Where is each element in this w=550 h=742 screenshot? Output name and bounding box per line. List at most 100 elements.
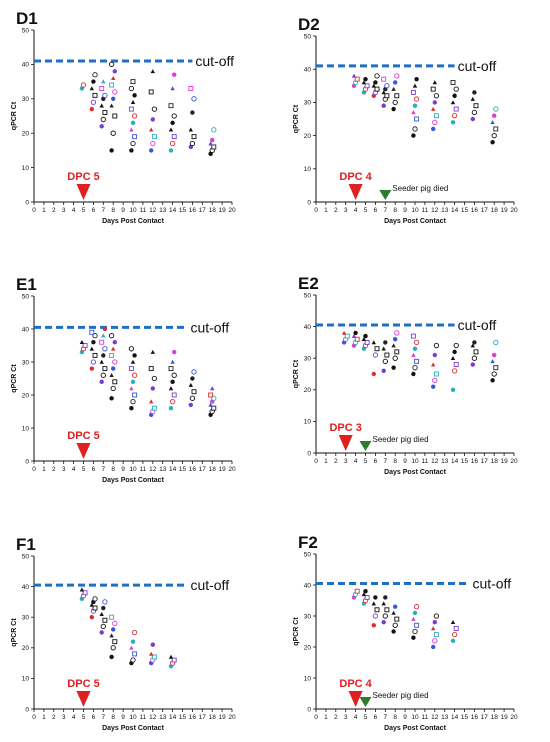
data-point [431,626,436,631]
x-tick-label: 2 [52,207,56,214]
data-point [361,80,367,85]
x-tick-label: 10 [411,207,419,214]
data-point [191,134,197,140]
data-point [210,137,215,143]
x-tick-label: 18 [491,714,499,721]
data-point [453,362,459,367]
x-tick-label: 8 [111,714,115,721]
data-point [413,339,420,346]
x-tick-label: 2 [334,207,338,214]
x-tick-label: 17 [199,714,207,721]
data-point [101,353,106,358]
x-tick-label: 17 [199,466,207,473]
y-tick-label: 10 [304,166,312,173]
data-point [394,93,400,99]
data-point [79,587,85,592]
data-point [411,371,416,377]
x-tick-label: 16 [189,207,197,214]
x-tick-label: 5 [82,207,86,214]
data-point [102,326,108,332]
data-point [392,622,398,628]
y-axis-title: qPCR Ct [293,617,300,646]
x-tick-label: 16 [471,714,479,721]
data-point [453,625,459,631]
data-point [381,368,386,374]
data-point [112,379,118,385]
x-tick-label: 20 [228,466,236,473]
data-point [188,402,193,408]
x-tick-label: 10 [129,207,137,214]
data-point [168,406,174,411]
x-tick-label: 11 [140,207,147,214]
data-point [384,93,390,99]
data-point [112,620,118,626]
y-tick-label: 30 [304,100,312,107]
data-point [208,392,214,398]
x-tick-label: 11 [422,714,429,721]
data-point [101,79,106,84]
data-point [130,140,136,147]
data-point [450,356,456,360]
y-tick-label: 20 [304,133,312,140]
x-tick-label: 4 [354,458,358,465]
x-tick-label: 6 [374,458,378,465]
data-point [412,346,418,351]
x-tick-label: 18 [491,207,499,214]
x-tick-label: 4 [72,714,76,721]
data-point [110,645,116,651]
data-point [151,375,158,382]
data-point [381,620,386,625]
data-point [99,359,104,364]
data-point [110,385,116,392]
y-tick-label: 20 [22,645,30,652]
data-point [128,366,134,372]
x-tick-label: 10 [129,714,137,721]
data-point [102,346,108,352]
dpc-label: DPC 5 [67,678,99,690]
y-tick-label: 20 [304,387,312,394]
x-tick-label: 14 [451,714,459,721]
data-point [414,622,420,628]
data-point [150,642,155,647]
y-tick-label: 50 [22,553,30,560]
x-tick-label: 8 [111,207,115,214]
x-tick-label: 4 [72,466,76,473]
x-tick-label: 12 [431,714,439,721]
data-point [394,330,400,336]
y-tick-label: 30 [304,356,312,363]
y-tick-label: 20 [22,392,30,399]
data-point [128,85,135,92]
data-point [150,69,155,74]
panel-label: E2 [298,274,319,293]
y-tick-label: 20 [304,644,312,651]
data-point [493,126,499,132]
data-point [371,371,376,377]
data-point [100,623,106,630]
dpc-marker [76,691,91,707]
data-point [92,605,98,611]
data-point [410,333,416,339]
data-point [130,359,136,364]
data-point [470,362,475,367]
cutoff-label: cut-off [458,317,497,333]
x-tick-label: 3 [344,207,348,214]
x-tick-label: 8 [393,207,397,214]
data-point [450,620,456,624]
data-point [411,635,416,640]
x-tick-label: 0 [32,714,36,721]
x-tick-label: 14 [169,207,177,214]
data-point [413,604,420,610]
x-tick-label: 0 [32,207,36,214]
data-point [148,89,154,95]
data-point [149,148,154,153]
x-tick-label: 17 [481,714,489,721]
data-point [431,384,436,389]
data-point [109,614,115,620]
data-point [89,86,94,91]
data-point [433,113,439,119]
x-tick-label: 3 [62,714,66,721]
data-point [391,610,396,615]
y-tick-label: 30 [22,615,30,622]
x-tick-label: 19 [500,207,508,214]
